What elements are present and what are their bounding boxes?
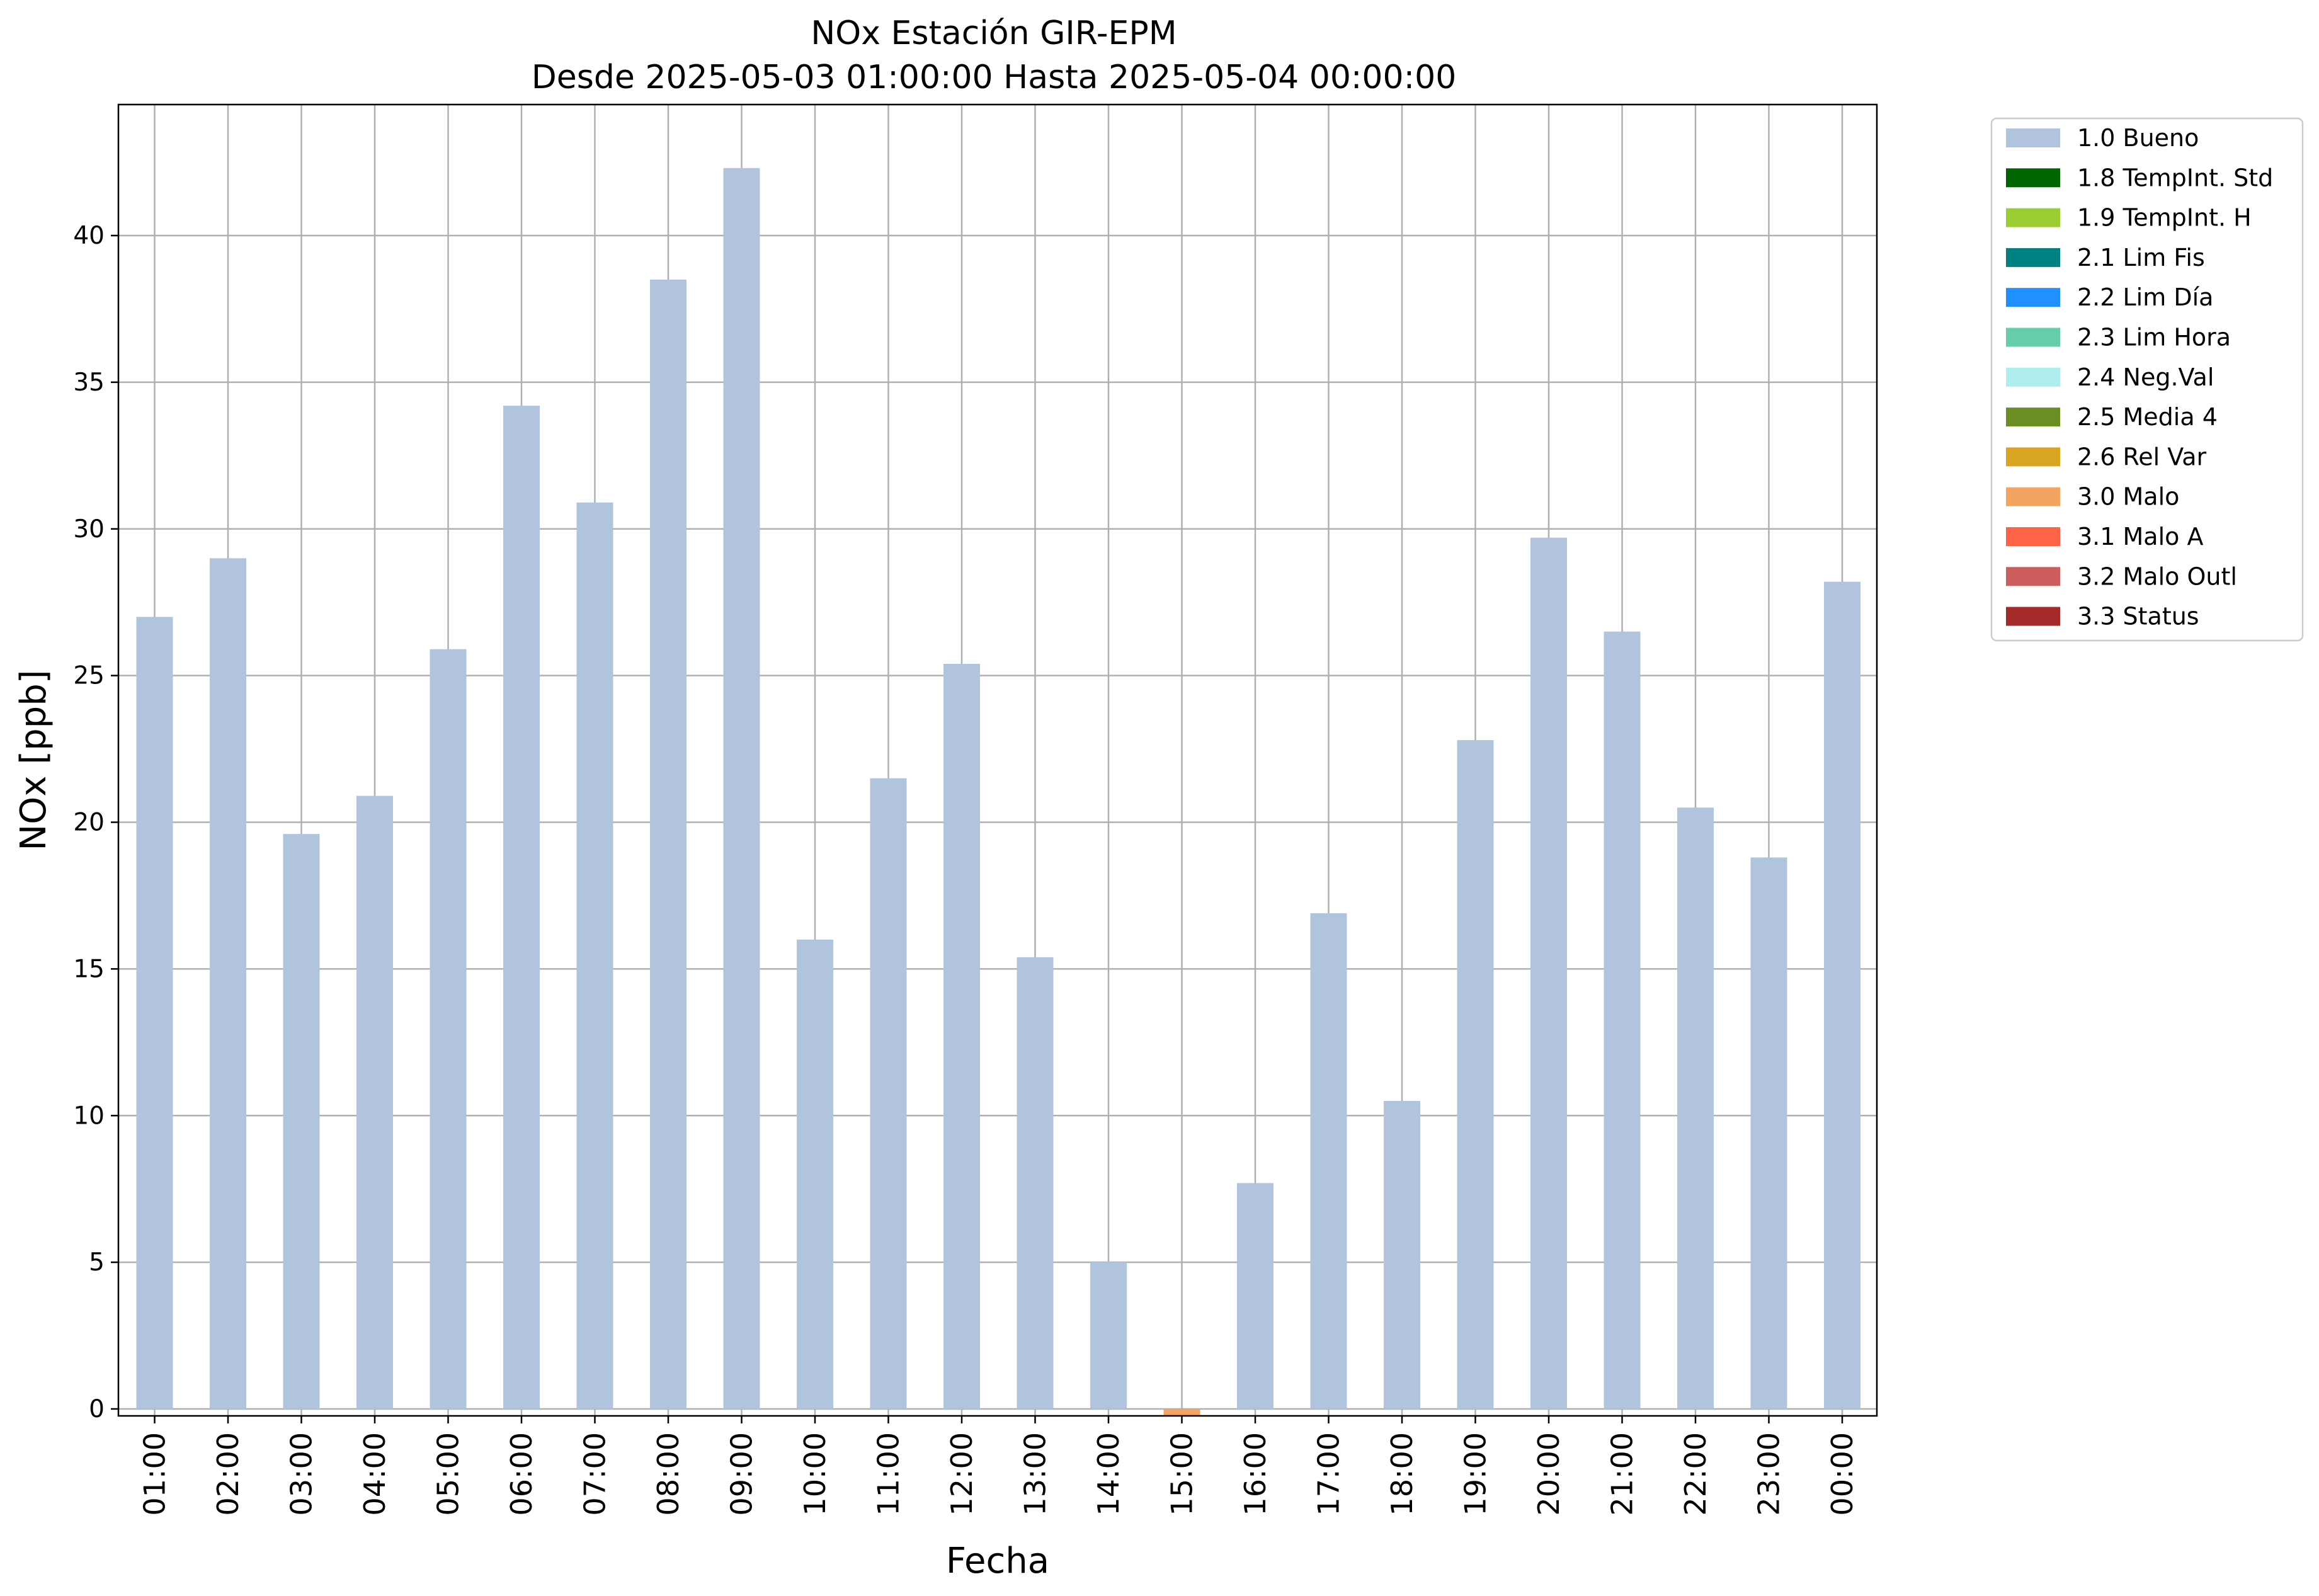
x-tick-label: 09:00	[725, 1432, 759, 1516]
legend-swatch	[2006, 288, 2060, 307]
legend-label: 3.3 Status	[2077, 603, 2199, 630]
x-tick-label: 23:00	[1752, 1432, 1786, 1516]
bar-12:00	[943, 663, 980, 1409]
x-tick-label: 10:00	[798, 1432, 832, 1516]
bar-17:00	[1310, 913, 1347, 1409]
x-tick-label: 12:00	[945, 1432, 979, 1516]
bar-19:00	[1457, 740, 1494, 1409]
bar-06:00	[503, 406, 540, 1409]
chart-title: NOx Estación GIR-EPM	[811, 14, 1177, 52]
x-axis-label: Fecha	[946, 1541, 1049, 1582]
x-tick-label: 18:00	[1385, 1432, 1419, 1516]
x-tick-label: 22:00	[1678, 1432, 1712, 1516]
y-tick-label: 35	[73, 368, 105, 397]
chart-subtitle: Desde 2025-05-03 01:00:00 Hasta 2025-05-…	[532, 59, 1457, 96]
bar-03:00	[283, 834, 320, 1409]
legend-label: 1.8 TempInt. Std	[2077, 164, 2273, 191]
legend-label: 2.3 Lim Hora	[2077, 324, 2231, 351]
bar-21:00	[1604, 631, 1641, 1410]
x-tick-label: 16:00	[1238, 1432, 1272, 1516]
legend-box	[1990, 117, 2304, 642]
plot-frame	[117, 103, 1878, 1417]
bar-18:00	[1384, 1100, 1420, 1409]
legend-swatch	[2006, 128, 2060, 147]
legend-swatch	[2006, 168, 2060, 188]
bar-15:00	[1163, 1409, 1200, 1416]
bar-05:00	[430, 649, 467, 1409]
bar-00:00	[1824, 581, 1860, 1410]
y-tick-label: 5	[89, 1248, 105, 1277]
bar-16:00	[1237, 1183, 1273, 1409]
bars	[136, 168, 1860, 1416]
legend-label: 1.0 Bueno	[2077, 124, 2199, 152]
y-tick-label: 20	[73, 809, 105, 837]
x-tick-label: 00:00	[1825, 1432, 1859, 1516]
legend-swatch	[2006, 367, 2060, 387]
x-tick-label: 04:00	[358, 1432, 392, 1516]
y-tick-label: 30	[73, 515, 105, 544]
x-tick-label: 05:00	[431, 1432, 465, 1516]
legend-label: 3.1 Malo A	[2077, 523, 2203, 550]
y-tick-label: 10	[73, 1102, 105, 1130]
legend-label: 1.9 TempInt. H	[2077, 204, 2252, 232]
legend-swatch	[2006, 208, 2060, 227]
y-tick-label: 0	[89, 1395, 105, 1423]
bar-02:00	[210, 558, 246, 1410]
legend-label: 3.0 Malo	[2077, 483, 2179, 511]
x-tick-label: 14:00	[1091, 1432, 1125, 1516]
legend-swatch	[2006, 447, 2060, 467]
y-tick-label: 40	[73, 222, 105, 250]
x-tick-label: 13:00	[1018, 1432, 1052, 1516]
y-tick-label: 25	[73, 662, 105, 690]
x-tick-label: 07:00	[578, 1432, 612, 1516]
x-tick-label: 21:00	[1605, 1432, 1639, 1516]
legend-swatch	[2006, 607, 2060, 626]
x-axis-ticks: 01:00 02:00 03:00 04:00 05:00 06:00 07:00 08:00…	[138, 1416, 1859, 1516]
x-tick-label: 15:00	[1165, 1432, 1199, 1516]
legend-swatch	[2006, 567, 2060, 586]
bar-20:00	[1530, 537, 1567, 1410]
x-tick-label: 06:00	[504, 1432, 538, 1516]
legend: 1.0 Bueno 1.8 TempInt. Std 1.9 TempInt. H 2…	[1990, 117, 2304, 642]
x-tick-label: 02:00	[211, 1432, 245, 1516]
bar-13:00	[1017, 957, 1054, 1409]
legend-label: 2.5 Media 4	[2077, 403, 2218, 431]
bar-23:00	[1750, 857, 1787, 1409]
legend-label: 2.4 Neg.Val	[2077, 363, 2214, 391]
legend-swatch	[2006, 527, 2060, 546]
bar-01:00	[136, 617, 173, 1409]
x-tick-label: 19:00	[1459, 1432, 1493, 1516]
y-axis-label: NOx [ppb]	[13, 670, 54, 850]
legend-label: 2.1 Lim Fis	[2077, 244, 2205, 271]
bar-07:00	[576, 502, 613, 1409]
bar-04:00	[356, 795, 393, 1409]
bar-09:00	[723, 168, 760, 1410]
legend-swatch	[2006, 328, 2060, 347]
x-tick-label: 03:00	[285, 1432, 319, 1516]
y-tick-label: 15	[73, 955, 105, 983]
bar-08:00	[650, 279, 687, 1409]
x-tick-label: 01:00	[138, 1432, 172, 1516]
legend-swatch	[2006, 248, 2060, 267]
legend-label: 3.2 Malo Outl	[2077, 562, 2237, 590]
legend-label: 2.6 Rel Var	[2077, 443, 2207, 470]
legend-swatch	[2006, 487, 2060, 506]
x-tick-label: 11:00	[872, 1432, 906, 1516]
x-tick-label: 17:00	[1312, 1432, 1346, 1516]
x-tick-label: 08:00	[651, 1432, 685, 1516]
bar-11:00	[870, 778, 907, 1409]
legend-swatch	[2006, 408, 2060, 427]
x-tick-label: 20:00	[1532, 1432, 1566, 1516]
bar-10:00	[797, 939, 833, 1409]
legend-label: 2.2 Lim Día	[2077, 283, 2213, 311]
bar-22:00	[1677, 807, 1714, 1409]
y-axis-ticks: 0 5 10 15 20 25 30 35 40	[73, 222, 118, 1423]
bar-14:00	[1090, 1262, 1127, 1409]
